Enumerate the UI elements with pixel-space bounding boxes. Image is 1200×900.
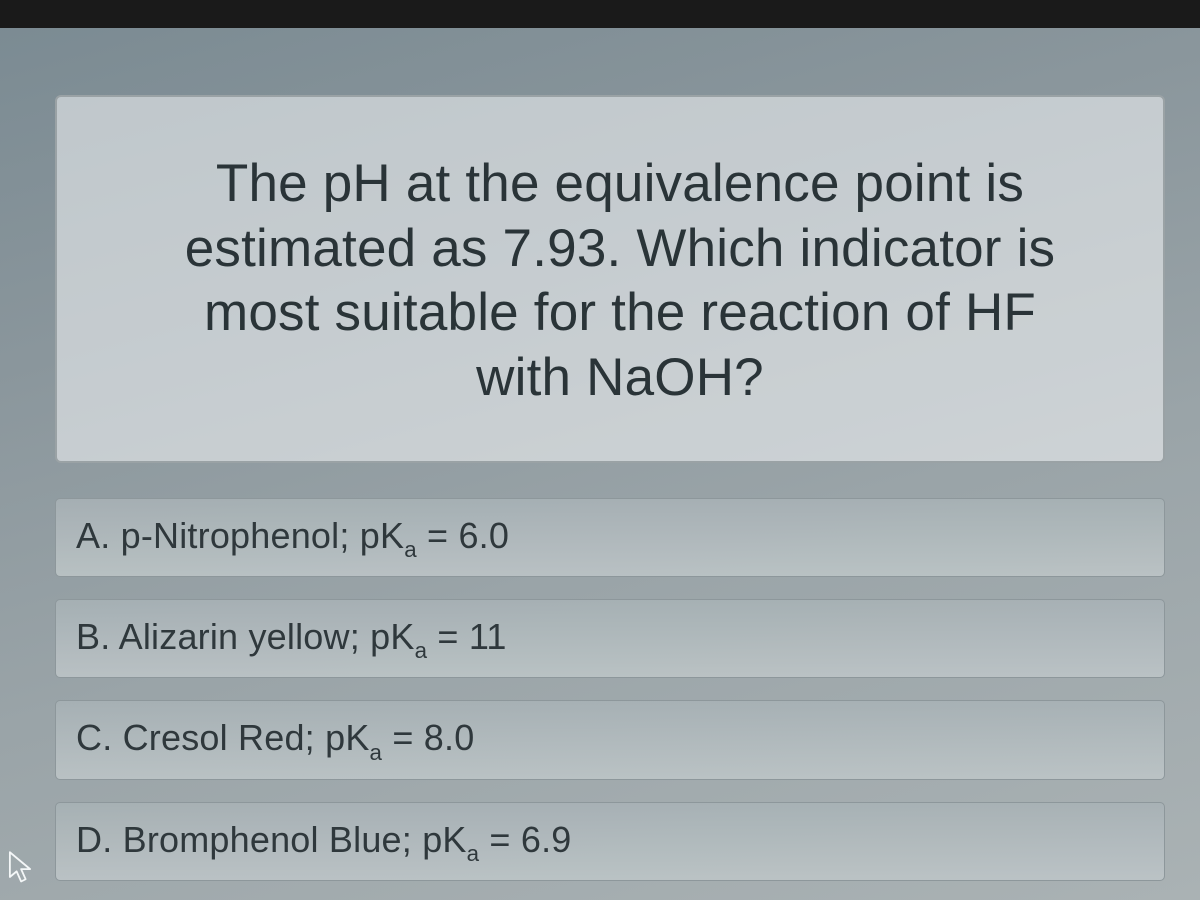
pka-value: 6.0	[458, 515, 509, 556]
answer-option-c[interactable]: C. Cresol Red; pKa = 8.0	[55, 700, 1165, 779]
question-line-2: estimated as 7.93. Which indicator is	[185, 219, 1056, 278]
pka-label: pKa =	[360, 515, 459, 556]
answer-letter: C.	[76, 717, 112, 758]
answer-name: p-Nitrophenol;	[121, 515, 350, 556]
cursor-arrow-icon	[6, 850, 34, 886]
question-line-3: most suitable for the reaction of HF	[204, 283, 1036, 342]
pka-value: 8.0	[424, 717, 475, 758]
answer-name: Cresol Red;	[123, 717, 315, 758]
answer-list: A. p-Nitrophenol; pKa = 6.0 B. Alizarin …	[55, 498, 1165, 881]
pka-label: pKa =	[370, 616, 469, 657]
answer-letter: A.	[76, 515, 110, 556]
question-card: The pH at the equivalence point is estim…	[55, 95, 1165, 463]
answer-letter: B.	[76, 616, 110, 657]
pka-label: pKa =	[422, 819, 521, 860]
answer-option-b[interactable]: B. Alizarin yellow; pKa = 11	[55, 599, 1165, 678]
pka-label: pKa =	[325, 717, 424, 758]
question-line-4: with NaOH?	[476, 348, 764, 407]
monitor-bezel	[0, 0, 1200, 28]
answer-name: Bromphenol Blue;	[123, 819, 412, 860]
answer-option-d[interactable]: D. Bromphenol Blue; pKa = 6.9	[55, 802, 1165, 881]
question-text: The pH at the equivalence point is estim…	[112, 152, 1128, 411]
answer-option-a[interactable]: A. p-Nitrophenol; pKa = 6.0	[55, 498, 1165, 577]
pka-value: 6.9	[521, 819, 572, 860]
pka-value: 11	[469, 616, 507, 657]
question-line-1: The pH at the equivalence point is	[216, 154, 1024, 213]
answer-name: Alizarin yellow;	[119, 616, 360, 657]
answer-letter: D.	[76, 819, 112, 860]
